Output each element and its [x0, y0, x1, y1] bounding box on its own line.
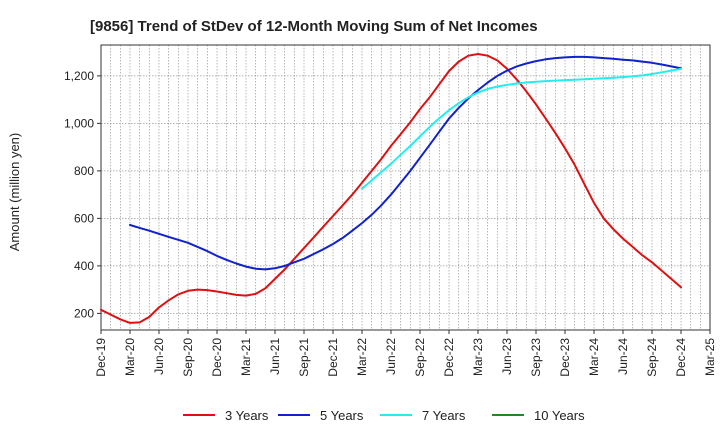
axes: Dec-19 Mar-20 Jun-20 Sep-20 Dec-20 Mar-21 Jun-… [64, 44, 717, 377]
x-tick-label: Dec-20 [210, 338, 224, 377]
series-line-7-years [361, 67, 682, 190]
y-axis-label: Amount (million yen) [7, 133, 22, 252]
legend: 3 Years 5 Years 7 Years 10 Years [183, 408, 585, 423]
series-line-5-years [129, 55, 682, 271]
x-tick-label: Mar-21 [239, 338, 253, 376]
x-tick-label: Mar-24 [587, 338, 601, 376]
x-tick-label: Mar-23 [471, 338, 485, 376]
x-tick-label: Sep-21 [297, 338, 311, 377]
x-tick-label: Jun-20 [152, 338, 166, 375]
x-tick-label: Mar-25 [703, 338, 717, 376]
x-tick-label: Dec-23 [558, 338, 572, 377]
chart-title: [9856] Trend of StDev of 12-Month Moving… [90, 18, 538, 35]
legend-label: 5 Years [320, 408, 364, 423]
x-tick-label: Sep-24 [645, 338, 659, 377]
x-tick-label: Jun-23 [500, 338, 514, 375]
legend-label: 7 Years [422, 408, 466, 423]
x-tick-label: Jun-22 [384, 338, 398, 375]
y-tick-label: 600 [74, 211, 94, 225]
y-tick-label: 400 [74, 259, 94, 273]
x-tick-label: Mar-20 [123, 338, 137, 376]
x-tick-label: Mar-22 [355, 338, 369, 376]
legend-label: 10 Years [534, 408, 585, 423]
series-lines [100, 53, 682, 324]
y-tick-label: 1,200 [64, 69, 94, 83]
legend-label: 3 Years [225, 408, 269, 423]
grid-lines [100, 45, 711, 330]
x-tick-label: Dec-21 [326, 338, 340, 377]
x-tick-label: Jun-24 [616, 338, 630, 375]
x-tick-label: Sep-20 [181, 338, 195, 377]
x-tick-label: Sep-22 [413, 338, 427, 377]
x-tick-label: Dec-19 [94, 338, 108, 377]
y-tick-label: 800 [74, 164, 94, 178]
x-tick-label: Dec-22 [442, 338, 456, 377]
x-tick-label: Jun-21 [268, 338, 282, 375]
x-tick-label: Dec-24 [674, 338, 688, 377]
y-tick-label: 1,000 [64, 116, 94, 130]
x-tick-label: Sep-23 [529, 338, 543, 377]
plot-frame [100, 44, 711, 331]
series-line-3-years [100, 53, 682, 324]
y-tick-label: 200 [74, 306, 94, 320]
